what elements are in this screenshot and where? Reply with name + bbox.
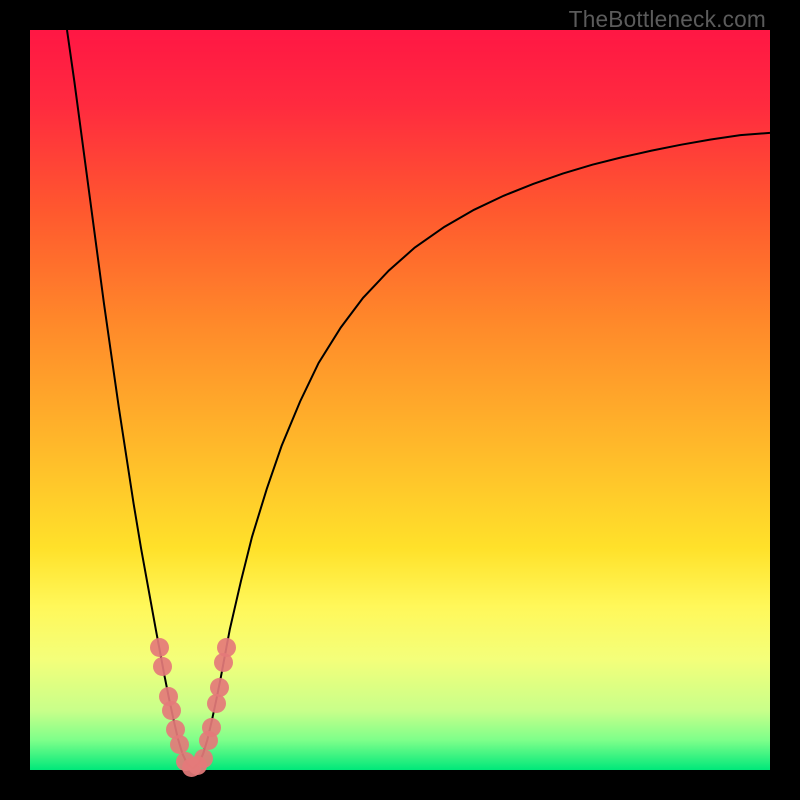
data-marker (194, 749, 213, 768)
data-marker (217, 638, 236, 657)
data-marker (153, 657, 172, 676)
data-marker (162, 701, 181, 720)
data-marker (207, 694, 226, 713)
data-marker (210, 678, 229, 697)
data-markers (30, 30, 770, 770)
plot-area (30, 30, 770, 770)
data-marker (202, 718, 221, 737)
data-marker (150, 638, 169, 657)
chart-frame: TheBottleneck.com (0, 0, 800, 800)
watermark-text: TheBottleneck.com (569, 6, 766, 33)
